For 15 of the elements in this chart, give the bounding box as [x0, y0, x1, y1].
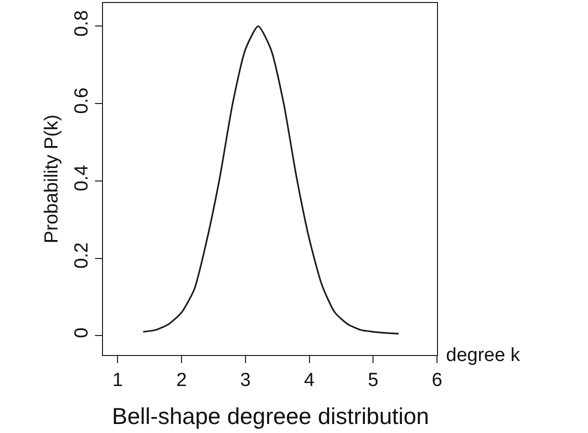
line-series	[142, 25, 400, 335]
y-tick-label: 0.2	[71, 242, 92, 269]
x-tick-label: 2	[176, 370, 187, 391]
x-tick-label: 1	[112, 370, 123, 391]
y-axis-title: Probability P(k)	[41, 114, 62, 244]
x-axis-title: degree k	[446, 345, 520, 366]
x-tick-label: 3	[240, 370, 251, 391]
text: Bell-shape degreee distribution	[112, 403, 430, 429]
x-tick-label: 4	[304, 370, 315, 391]
y-tick-label: 0	[71, 328, 92, 338]
y-tick-label: 0.6	[71, 88, 92, 114]
x-tick-label: 5	[368, 370, 378, 391]
y-tick-label: 0.8	[71, 10, 92, 37]
x-tick-label: 6	[432, 370, 442, 391]
y-tick-label: 0.4	[71, 164, 92, 192]
